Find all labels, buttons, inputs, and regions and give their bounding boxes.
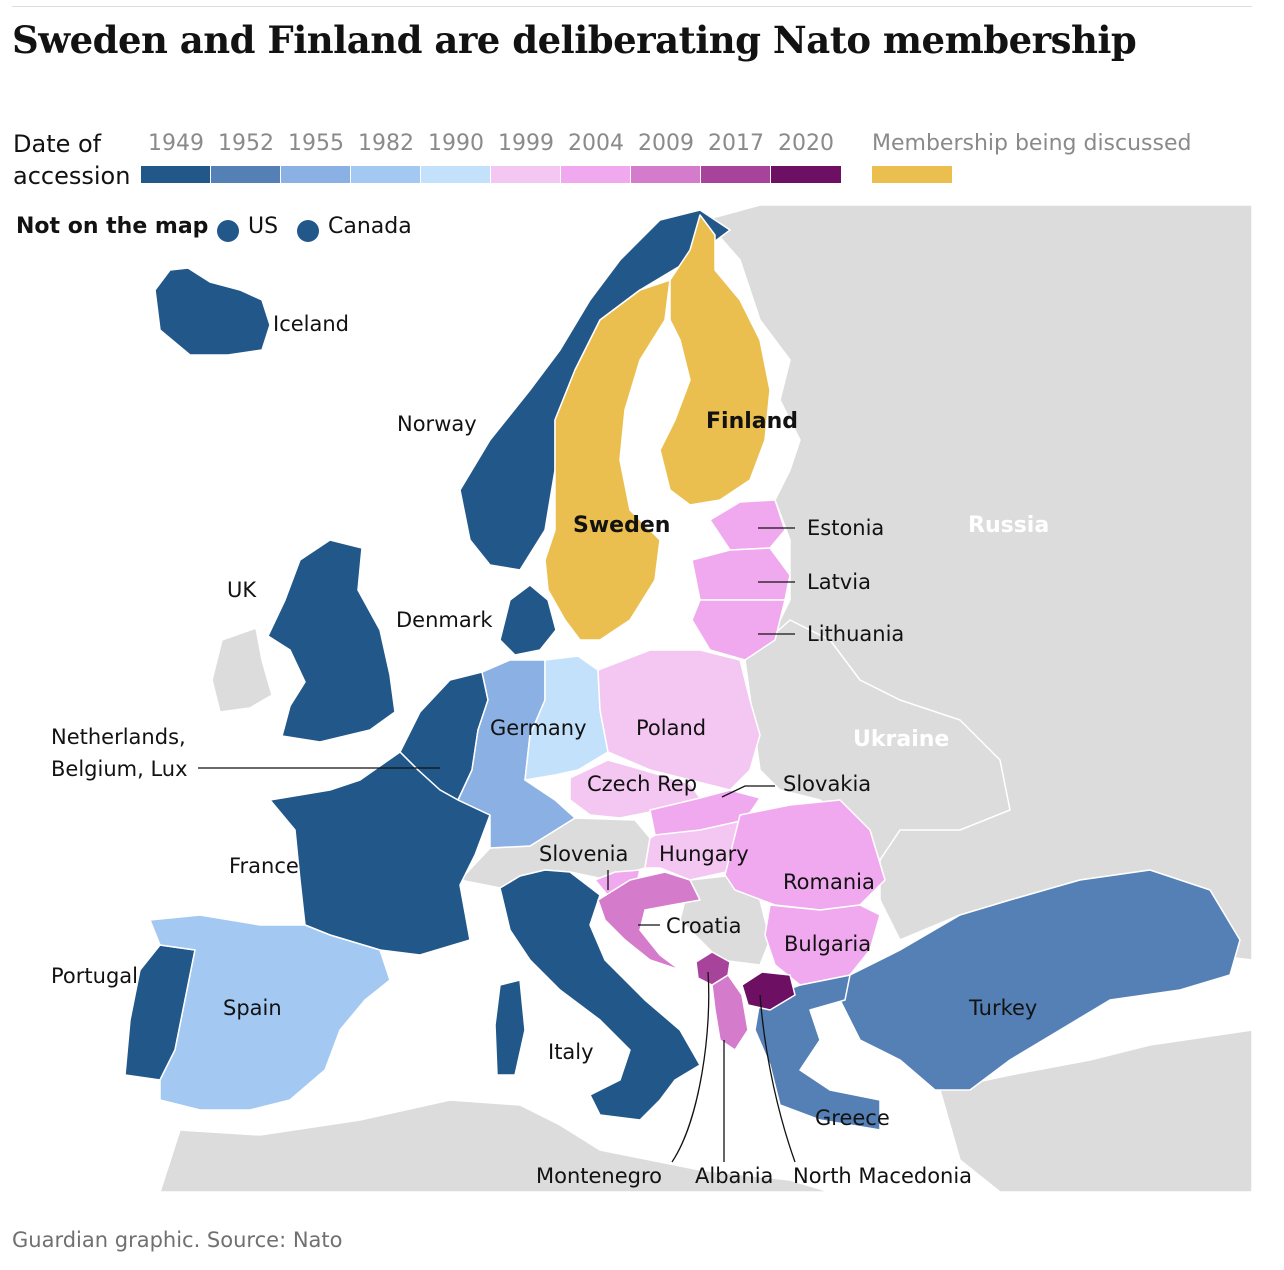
poland bbox=[597, 649, 761, 791]
legend-year-1999: 1999 bbox=[498, 131, 554, 156]
not-on-map-label: Not on the map bbox=[16, 214, 209, 239]
canada-label: Canada bbox=[328, 214, 412, 239]
north-macedonia-leader bbox=[759, 994, 796, 1163]
north-africa-landmass bbox=[159, 1099, 831, 1193]
iceland bbox=[154, 267, 271, 356]
source-credit: Guardian graphic. Source: Nato bbox=[12, 1228, 343, 1252]
legend-title: Date of accession bbox=[13, 128, 130, 192]
greece bbox=[754, 974, 881, 1131]
lithuania bbox=[691, 599, 786, 661]
latvia bbox=[691, 547, 791, 601]
label-sweden: Sweden bbox=[573, 513, 670, 538]
label-uk: UK bbox=[227, 578, 257, 602]
label-portugal: Portugal bbox=[51, 964, 138, 988]
label-italy: Italy bbox=[548, 1040, 594, 1064]
legend-year-1949: 1949 bbox=[148, 131, 204, 156]
ireland bbox=[211, 627, 273, 713]
label-poland: Poland bbox=[636, 716, 706, 740]
legend-swatch-1990 bbox=[421, 166, 490, 183]
middle-east-landmass bbox=[939, 1029, 1253, 1193]
label-germany: Germany bbox=[490, 716, 587, 740]
albania bbox=[711, 974, 749, 1051]
legend-swatch-1949 bbox=[141, 166, 210, 183]
italy bbox=[499, 869, 701, 1121]
label-czech-rep: Czech Rep bbox=[587, 772, 697, 796]
denmark bbox=[499, 584, 557, 656]
slovakia bbox=[649, 789, 761, 836]
legend-year-2020: 2020 bbox=[778, 131, 834, 156]
estonia bbox=[709, 499, 786, 551]
label-estonia: Estonia bbox=[807, 516, 884, 540]
turkey bbox=[839, 869, 1241, 1091]
legend-swatch-1952 bbox=[211, 166, 280, 183]
montenegro-leader bbox=[671, 971, 710, 1163]
label-bulgaria: Bulgaria bbox=[784, 932, 871, 956]
label-iceland: Iceland bbox=[273, 312, 349, 336]
legend-year-2009: 2009 bbox=[638, 131, 694, 156]
legend-swatch-1999 bbox=[491, 166, 560, 183]
croatia bbox=[597, 871, 701, 971]
spain bbox=[149, 914, 391, 1111]
bulgaria bbox=[764, 904, 881, 986]
legend-year-1952: 1952 bbox=[218, 131, 274, 156]
legend-year-2004: 2004 bbox=[568, 131, 624, 156]
slovakia-leader bbox=[721, 785, 775, 798]
label-albania: Albania bbox=[695, 1164, 773, 1188]
uk bbox=[267, 539, 396, 743]
label-benelux-line1: Netherlands, bbox=[51, 725, 186, 749]
legend-swatch-1982 bbox=[351, 166, 420, 183]
legend-year-1955: 1955 bbox=[288, 131, 344, 156]
legend-year-2017: 2017 bbox=[708, 131, 764, 156]
label-latvia: Latvia bbox=[807, 570, 871, 594]
label-croatia: Croatia bbox=[666, 914, 742, 938]
legend-swatch-2004 bbox=[561, 166, 630, 183]
ukraine-belarus bbox=[744, 619, 1011, 861]
label-hungary: Hungary bbox=[659, 842, 749, 866]
legend-year-1990: 1990 bbox=[428, 131, 484, 156]
label-spain: Spain bbox=[223, 996, 282, 1020]
label-denmark: Denmark bbox=[396, 608, 493, 632]
label-russia: Russia bbox=[968, 513, 1049, 538]
label-slovakia: Slovakia bbox=[783, 772, 871, 796]
legend-title-line1: Date of bbox=[13, 130, 102, 158]
canada-dot bbox=[297, 220, 319, 242]
us-label: US bbox=[248, 214, 279, 239]
legend-discussed-label: Membership being discussed bbox=[872, 131, 1192, 156]
label-slovenia: Slovenia bbox=[539, 842, 628, 866]
finland bbox=[659, 214, 771, 506]
label-ukraine: Ukraine bbox=[853, 727, 949, 752]
germany-east bbox=[524, 655, 609, 781]
label-turkey: Turkey bbox=[968, 996, 1037, 1020]
legend-swatch-1955 bbox=[281, 166, 350, 183]
chart-title: Sweden and Finland are deliberating Nato… bbox=[12, 18, 1137, 62]
us-dot bbox=[217, 220, 239, 242]
north-macedonia bbox=[741, 971, 796, 1011]
legend-swatch-2017 bbox=[701, 166, 770, 183]
legend-discussed-swatch bbox=[872, 166, 952, 183]
legend-year-1982: 1982 bbox=[358, 131, 414, 156]
sweden bbox=[544, 279, 671, 641]
label-north-macedonia: North Macedonia bbox=[793, 1164, 972, 1188]
legend-title-line2: accession bbox=[13, 162, 131, 190]
label-greece: Greece bbox=[815, 1106, 890, 1130]
legend-swatch-2020 bbox=[771, 166, 841, 183]
sardinia bbox=[494, 979, 526, 1076]
label-lithuania: Lithuania bbox=[807, 622, 904, 646]
france bbox=[269, 751, 491, 956]
montenegro bbox=[695, 951, 731, 986]
label-france: France bbox=[229, 854, 299, 878]
legend-swatch-2009 bbox=[631, 166, 700, 183]
label-benelux-line2: Belgium, Lux bbox=[51, 757, 188, 781]
label-montenegro: Montenegro bbox=[536, 1164, 662, 1188]
label-finland: Finland bbox=[706, 409, 798, 434]
top-rule bbox=[12, 6, 1252, 7]
label-norway: Norway bbox=[397, 412, 477, 436]
label-romania: Romania bbox=[783, 870, 875, 894]
